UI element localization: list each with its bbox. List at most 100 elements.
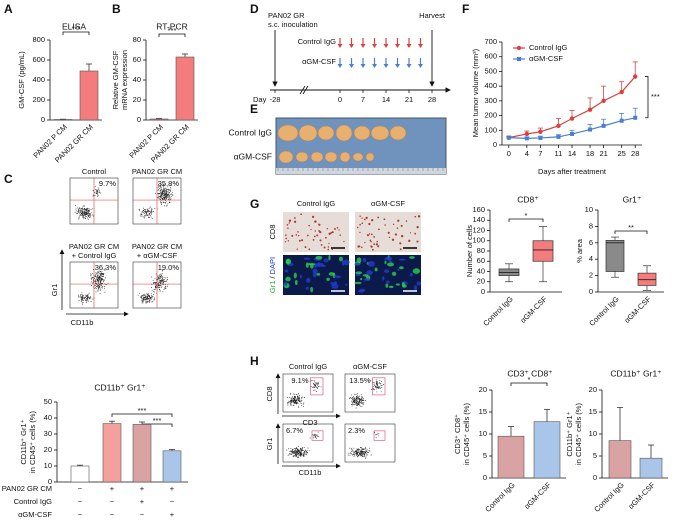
flow-dot: [374, 382, 376, 384]
flow-dot: [164, 192, 166, 194]
flow-dot: [292, 455, 294, 457]
flow-dot: [290, 405, 292, 407]
flow-dot: [158, 289, 160, 290]
gate: [373, 430, 386, 441]
timeline-day: 28: [428, 95, 436, 104]
flow-dot: [157, 277, 159, 279]
flow-dot: [158, 184, 160, 186]
flow-dot: [316, 387, 318, 389]
flow-dot: [98, 187, 100, 189]
flow-dot: [356, 448, 358, 450]
flow-dot: [166, 197, 168, 199]
flow-dot: [294, 399, 296, 401]
flow-dot: [143, 298, 144, 300]
flow-dot: [362, 448, 364, 450]
flow-dot: [358, 398, 360, 400]
flow-dot: [151, 211, 153, 213]
flow-dot: [97, 188, 99, 190]
flow-dot: [145, 294, 147, 296]
flow-dot: [359, 400, 361, 402]
column-label: αGM-CSF: [371, 199, 405, 208]
flow-dot: [144, 210, 146, 212]
flow-dot: [290, 401, 292, 403]
flow-dot: [302, 447, 304, 449]
flow-dot: [360, 402, 362, 404]
flow-dot: [356, 397, 358, 399]
flow-dot: [144, 293, 146, 295]
flow-dot: [292, 404, 294, 406]
stain-dot: [336, 226, 339, 229]
flow-dot: [158, 285, 160, 287]
flow-dot: [147, 299, 149, 301]
stain-dot: [414, 215, 417, 218]
stain-patch: [395, 283, 401, 286]
y-tick-label: 160: [472, 205, 485, 214]
flow-dot: [101, 284, 103, 286]
flow-dot: [145, 214, 147, 216]
flow-dot: [314, 389, 316, 391]
flow-dot: [153, 282, 155, 284]
flow-dot: [299, 399, 301, 401]
stain-dot: [368, 222, 371, 226]
flow-dot: [373, 384, 375, 386]
flow-dot: [305, 449, 307, 451]
flow-dot: [362, 451, 364, 453]
flow-dot: [354, 454, 356, 456]
flow-axis-label: Gr1: [50, 284, 59, 297]
y-axis-label: in CD45⁺ cells (%): [28, 411, 37, 473]
stain-dot: [319, 231, 322, 234]
flow-dot: [83, 217, 85, 219]
y-tick-label: 500: [484, 66, 497, 75]
flow-dot: [293, 452, 295, 454]
flow-dot: [293, 401, 295, 403]
stain-dot: [320, 243, 323, 246]
flow-dot: [81, 294, 83, 296]
flow-dot: [353, 401, 355, 403]
flow-dot: [379, 380, 381, 382]
marker: [619, 118, 624, 123]
flow-dot: [376, 379, 378, 381]
stain-dot: [297, 231, 299, 233]
y-tick-label: 0: [48, 477, 52, 486]
flow-dot: [375, 434, 377, 436]
flow-dot: [372, 389, 374, 391]
flow-dot: [356, 395, 358, 397]
flow-dot: [294, 395, 296, 397]
flow-dot: [96, 189, 98, 191]
timeline-day: 0: [338, 95, 342, 104]
flow-dot: [95, 271, 97, 273]
stain-dot: [366, 234, 370, 237]
flow-dot: [97, 192, 98, 194]
group-label: αGM-CSF: [234, 151, 272, 161]
flow-dot: [161, 190, 163, 192]
stain-patch: [310, 286, 314, 293]
flow-dot: [296, 400, 298, 402]
y-axis-label: Mean tumor volume (mm³): [471, 48, 480, 137]
flow-dot: [293, 455, 295, 457]
flow-dot: [157, 196, 159, 198]
flow-dot: [300, 449, 302, 451]
flow-dot: [318, 382, 320, 384]
flow-dot: [91, 272, 93, 274]
flow-dot: [377, 386, 379, 388]
stain-patch: [399, 266, 404, 270]
flow-dot: [78, 296, 80, 298]
stain-dot: [328, 242, 330, 245]
flow-dot: [288, 397, 290, 398]
flow-dot: [87, 296, 89, 298]
flow-dot: [79, 209, 81, 211]
flow-dot: [297, 395, 299, 397]
flow-dot: [96, 271, 98, 273]
y-tick-label: 5: [593, 451, 597, 460]
flow-dot: [159, 201, 161, 203]
flow-dot: [377, 388, 379, 390]
flow-dot: [164, 188, 166, 190]
flow-dot: [150, 216, 152, 218]
flow-dot: [104, 269, 106, 271]
flow-dot: [82, 206, 84, 208]
row-label: Gr1 /DAPI: [268, 257, 277, 293]
flow-dot: [148, 295, 150, 297]
row-label-part: DAPI: [268, 257, 277, 275]
flow-dot: [312, 383, 314, 385]
flow-dot: [78, 216, 80, 218]
